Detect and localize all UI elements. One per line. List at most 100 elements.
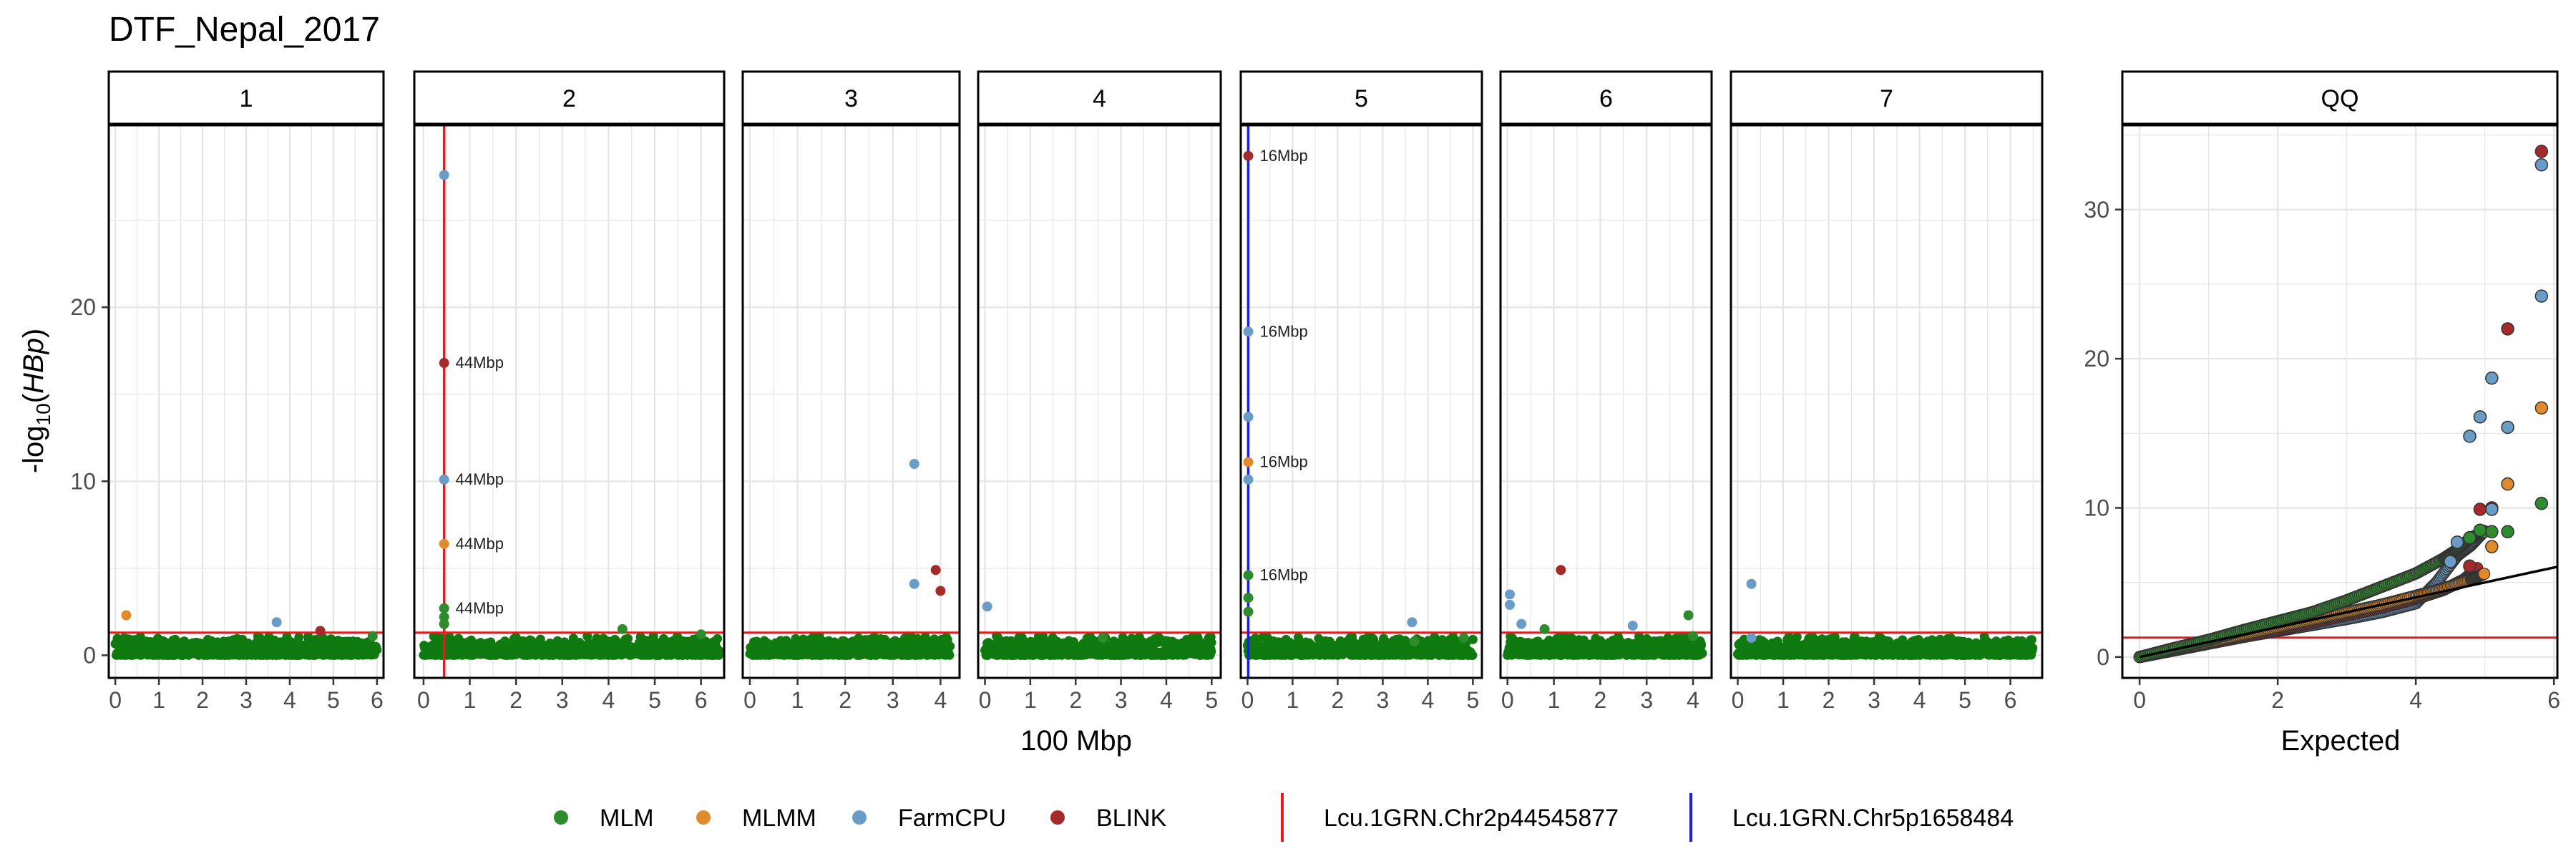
qq-x-axis-label: Expected (2281, 725, 2401, 757)
snp-point-mlm (1409, 636, 1420, 646)
snp-point-mlm (1243, 570, 1254, 581)
panel-strip-label: QQ (2321, 85, 2359, 112)
snp-point-blink (935, 586, 946, 596)
qq-point-mlm (2501, 525, 2514, 539)
manhattan-y-axis-label: -log10(HBp) (18, 329, 54, 473)
figure-title: DTF_Nepal_2017 (109, 11, 380, 49)
y-tick-label: 0 (83, 642, 96, 668)
snp-point (673, 631, 683, 641)
panel-strip-label: 7 (1880, 85, 1893, 112)
snp-point (612, 637, 622, 647)
snp-point (152, 634, 162, 644)
snp-point (922, 638, 932, 648)
snp-point (178, 636, 188, 646)
manhattan-panel-chr7: 70 1 2 3 4 5 6 (1729, 70, 2044, 713)
snp-point (1053, 639, 1063, 649)
x-tick-label: 2 (1594, 687, 1606, 713)
snp-point (568, 634, 578, 644)
snp-point (643, 636, 653, 646)
snp-point (552, 639, 562, 649)
x-tick-label: 0 (109, 687, 122, 713)
qq-point-mlm (2485, 525, 2499, 539)
snp-point-mlm (696, 629, 706, 640)
snp-point-blink (930, 565, 941, 576)
snp-point (1697, 649, 1707, 659)
qq-point-farmcpu (2485, 371, 2499, 385)
x-tick-label: 1 (464, 687, 477, 713)
snp-point-mlmm (121, 610, 132, 621)
x-tick-label: 0 (1501, 687, 1514, 713)
snp-point (1109, 637, 1119, 647)
snp-point (1696, 639, 1706, 649)
qq-point-mlmm (2501, 477, 2514, 491)
snp-position-label: 44Mbp (456, 354, 504, 372)
snp-point (1613, 637, 1623, 647)
legend-label-marker: Lcu.1GRN.Chr2p44545877 (1324, 805, 1619, 832)
snp-point (282, 632, 292, 642)
snp-point (993, 633, 1003, 643)
snp-point-farmcpu (1243, 326, 1254, 337)
snp-point (344, 637, 354, 647)
snp-point (816, 636, 826, 646)
x-tick-label: 4 (2409, 687, 2422, 713)
snp-point (1771, 639, 1781, 649)
qq-point-mlmm (2477, 568, 2491, 581)
x-tick-label: 0 (1241, 687, 1254, 713)
qq-point-farmcpu (2534, 158, 2549, 172)
snp-point (437, 636, 447, 646)
snp-point (294, 632, 304, 642)
snp-point (863, 635, 873, 645)
snp-point (714, 646, 724, 656)
snp-point (135, 632, 145, 642)
legend: MLM MLMM FarmCPU BLINK Lcu.1GRN.Chr2p4454587… (554, 793, 2014, 842)
manhattan-panel-chr4: 40 1 2 3 4 5 (977, 70, 1222, 713)
y-tick-label: 0 (2097, 644, 2109, 670)
snp-point (223, 640, 233, 650)
snp-point (1118, 633, 1128, 643)
snp-point (1634, 634, 1644, 644)
x-tick-label: 4 (1913, 687, 1926, 713)
snp-point-farmcpu (1504, 589, 1515, 600)
panel-background (2122, 125, 2557, 678)
x-tick-label: 4 (934, 687, 947, 713)
snp-point (2028, 643, 2038, 653)
snp-point-blink (439, 358, 449, 369)
snp-point (762, 638, 772, 648)
y-axis-label-variable: HBp (18, 338, 49, 394)
snp-point (1508, 633, 1518, 643)
x-tick-label: 2 (509, 687, 522, 713)
x-tick-label: 4 (1160, 687, 1173, 713)
panel-background (414, 125, 724, 678)
snp-point (318, 634, 328, 644)
snp-point-mlm (1458, 633, 1469, 644)
x-tick-label: 5 (1467, 687, 1480, 713)
snp-point-mlm (1243, 593, 1254, 603)
snp-point (232, 634, 242, 644)
legend-key-blink (1050, 810, 1065, 825)
snp-point (1348, 639, 1358, 649)
snp-point (1999, 636, 2009, 646)
x-tick-label: 0 (417, 687, 430, 713)
snp-point (941, 632, 951, 642)
x-tick-label: 4 (283, 687, 296, 713)
snp-point (511, 632, 521, 642)
legend-label-mlm: MLM (600, 805, 654, 832)
x-tick-label: 6 (371, 687, 384, 713)
snp-point (1064, 639, 1074, 649)
x-tick-label: 6 (2547, 687, 2560, 713)
snp-point (933, 640, 943, 650)
legend-label-blink: BLINK (1096, 805, 1167, 832)
snp-point (1927, 635, 1937, 645)
qq-point-farmcpu (2534, 289, 2549, 303)
x-tick-label: 2 (1332, 687, 1345, 713)
snp-point (1275, 637, 1285, 647)
snp-point-mlm (1688, 631, 1699, 641)
snp-point (1126, 636, 1136, 646)
snp-point (1017, 633, 1027, 643)
snp-point (809, 632, 819, 642)
x-tick-label: 1 (1548, 687, 1561, 713)
snp-point (311, 634, 321, 644)
snp-point (1206, 646, 1216, 656)
